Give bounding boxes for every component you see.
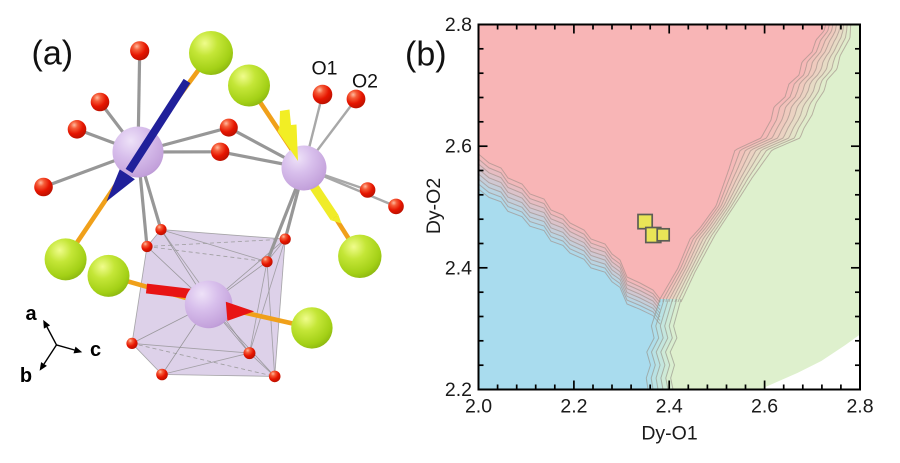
svg-text:2.6: 2.6 <box>445 136 472 158</box>
svg-text:O1: O1 <box>312 58 338 80</box>
svg-text:(b): (b) <box>405 36 447 74</box>
svg-text:Dy-O1: Dy-O1 <box>641 423 697 445</box>
svg-text:c: c <box>90 339 101 361</box>
svg-text:2.2: 2.2 <box>560 396 587 418</box>
svg-text:b: b <box>20 365 32 387</box>
svg-text:O2: O2 <box>352 71 378 93</box>
svg-text:2.4: 2.4 <box>656 396 683 418</box>
svg-text:2.4: 2.4 <box>445 257 472 279</box>
svg-text:2.8: 2.8 <box>846 396 873 418</box>
svg-text:2.6: 2.6 <box>751 396 778 418</box>
svg-text:(a): (a) <box>32 35 74 73</box>
svg-text:2.2: 2.2 <box>445 379 472 401</box>
svg-text:a: a <box>25 303 37 325</box>
svg-text:2.0: 2.0 <box>465 396 492 418</box>
svg-text:2.8: 2.8 <box>445 14 472 36</box>
svg-text:Dy-O2: Dy-O2 <box>423 178 445 234</box>
